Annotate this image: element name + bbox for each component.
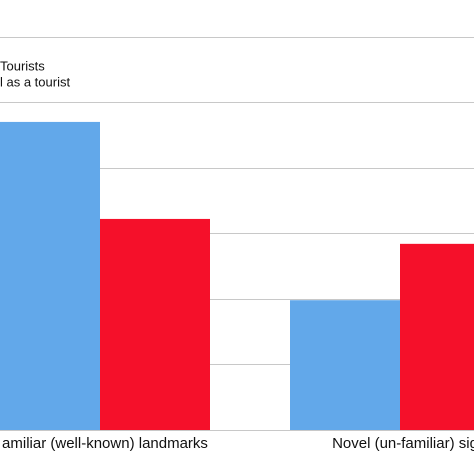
bar [0, 121, 100, 431]
legend-label: Tourists [0, 58, 45, 73]
bar [290, 300, 400, 430]
x-tick-label: amiliar (well-known) landmarks [2, 435, 208, 452]
legend-label: l as a tourist [0, 74, 70, 89]
x-tick-label: Novel (un-familiar) sig [332, 435, 474, 452]
bar [400, 243, 474, 430]
bar [100, 218, 210, 430]
